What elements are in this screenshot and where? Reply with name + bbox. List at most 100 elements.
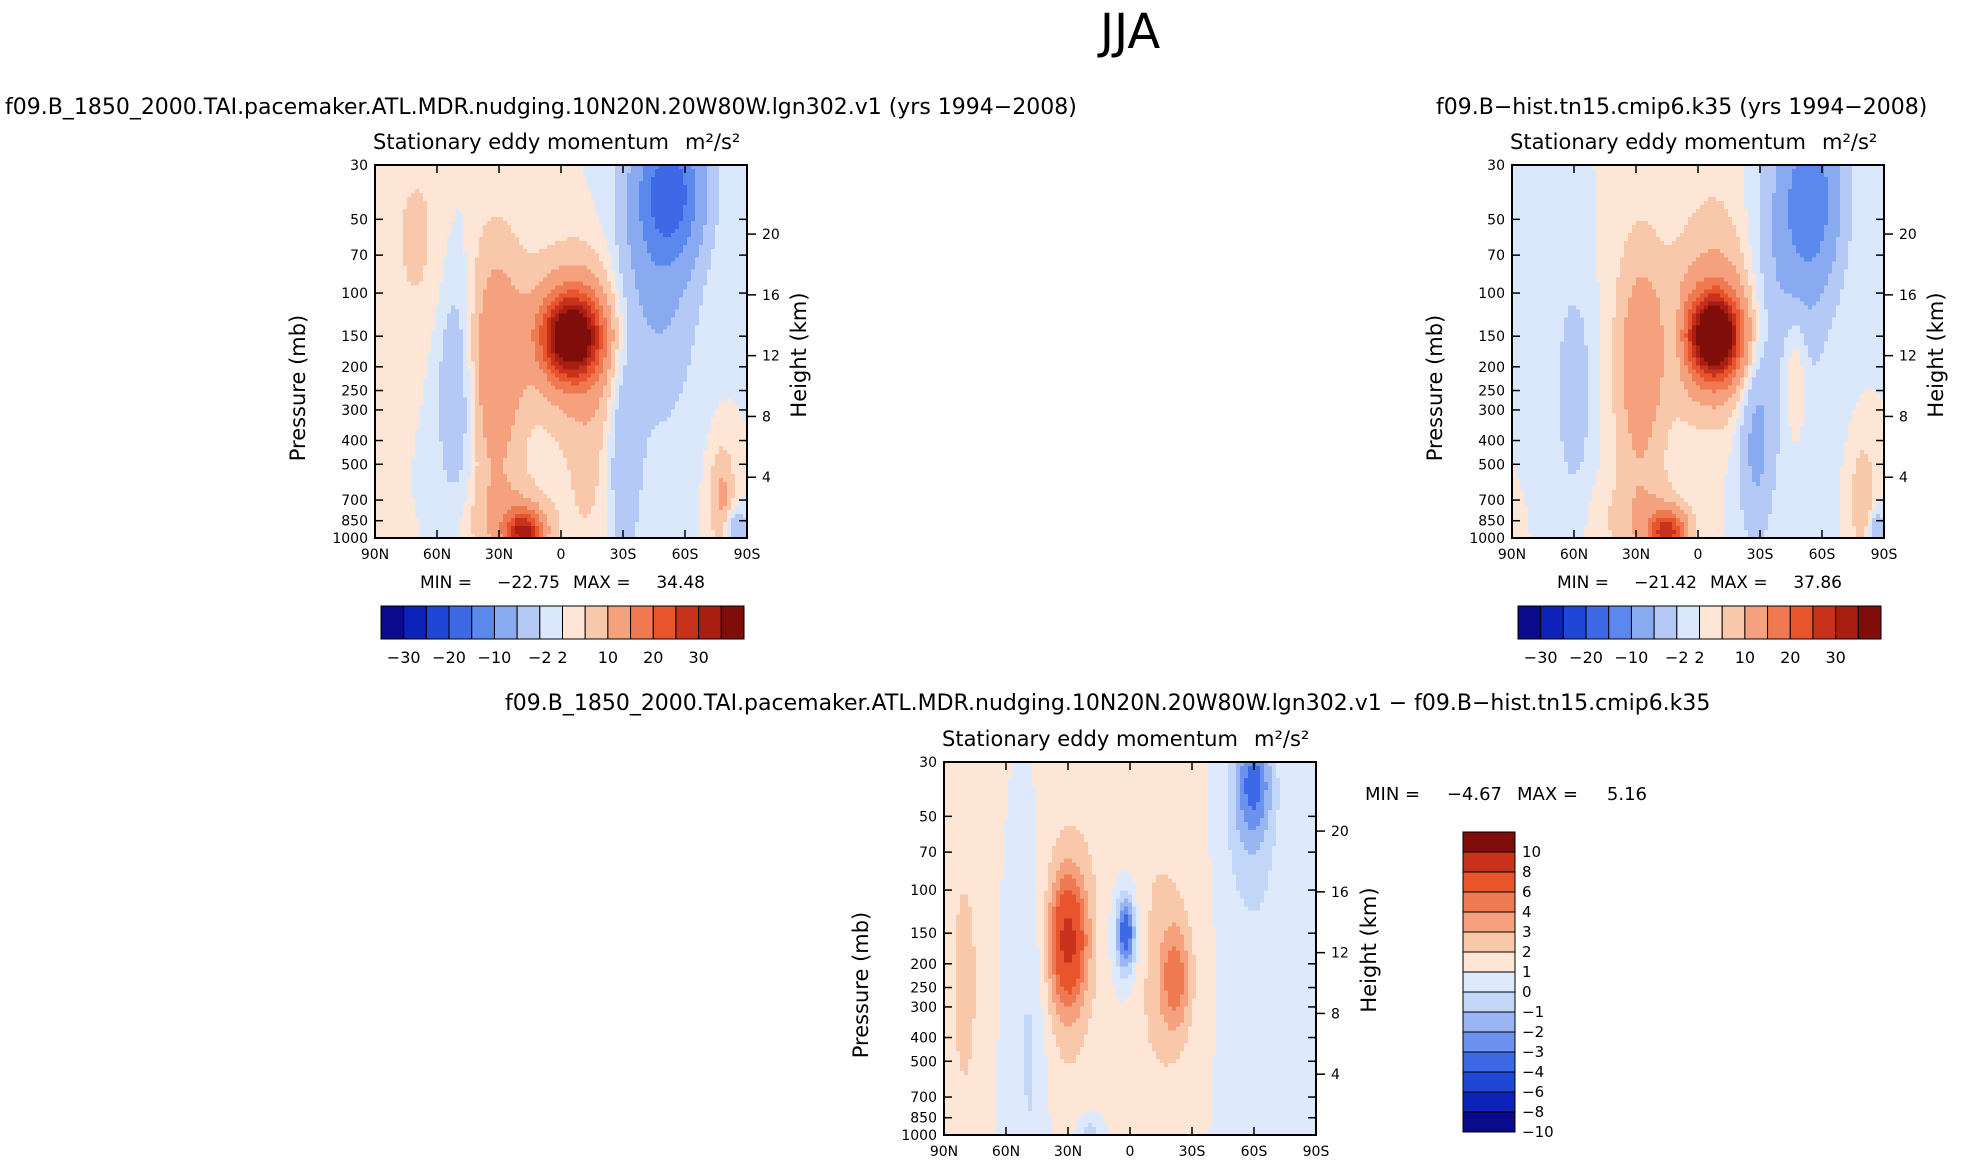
panel-diff-contour-cell bbox=[1096, 994, 1117, 1000]
panel-b-contour-cell bbox=[1836, 245, 1849, 250]
panel-b-contour-cell bbox=[1512, 193, 1597, 198]
panel-diff-contour-cell bbox=[1232, 870, 1269, 875]
panel-a-contour-cell bbox=[643, 457, 704, 463]
panel-diff-max-label: MAX = bbox=[1517, 784, 1578, 805]
panel-a-contour-cell bbox=[427, 245, 448, 250]
panel-a-contour-cell bbox=[471, 469, 476, 475]
panel-diff-contour-cell bbox=[1024, 1074, 1033, 1080]
panel-diff-contour-cell bbox=[972, 1038, 997, 1044]
panel-a-contour-cell bbox=[467, 409, 472, 415]
panel-b-contour-cell bbox=[1676, 349, 1685, 355]
panel-b-contour-cell bbox=[1620, 273, 1685, 278]
panel-b-contour-cell bbox=[1828, 201, 1841, 206]
panel-a-contour-cell bbox=[647, 445, 708, 451]
panel-b-contour-cell bbox=[1724, 517, 1745, 523]
panel-a-contour-cell bbox=[679, 301, 704, 306]
panel-b-contour-cell bbox=[1800, 437, 1849, 443]
panel-diff-contour-cell bbox=[1052, 970, 1057, 976]
panel-a-contour-cell bbox=[535, 525, 540, 531]
panel-diff-contour-cell bbox=[960, 910, 973, 916]
panel-a-contour-cell bbox=[655, 425, 712, 431]
panel-a-contour-cell bbox=[423, 273, 444, 278]
panel-diff-contour-cell bbox=[1176, 1058, 1213, 1064]
panel-a-contour-cell bbox=[715, 453, 732, 459]
panel-a-contour-cell bbox=[635, 269, 692, 274]
panel-a-contour-cell bbox=[619, 305, 628, 310]
panel-diff-contour-cell bbox=[1052, 910, 1057, 916]
panel-a-contour-cell bbox=[475, 413, 484, 419]
panel-b-contour-cell bbox=[1744, 289, 1753, 294]
panel-a-contour-cell bbox=[683, 213, 696, 218]
panel-b-contour-cell bbox=[1868, 453, 1884, 459]
panel-b-contour-cell bbox=[1740, 345, 1745, 351]
panel-a-contour-cell bbox=[463, 457, 472, 463]
panel-diff-contour-cell bbox=[1096, 902, 1113, 907]
panel-a-contour-cell bbox=[463, 233, 484, 238]
panel-a-contour-cell bbox=[519, 405, 560, 411]
panel-b-contour-cell bbox=[1696, 369, 1705, 375]
panel-diff-contour-cell bbox=[1112, 886, 1137, 891]
panel-diff-contour-cell bbox=[1136, 886, 1153, 891]
panel-b-contour-cell bbox=[1728, 373, 1737, 379]
panel-diff-contour-cell bbox=[1032, 1082, 1049, 1088]
panel-b-contour-cell bbox=[1560, 397, 1589, 403]
panel-a-contour-cell bbox=[599, 333, 604, 339]
panel-b-contour-cell bbox=[1748, 237, 1761, 242]
panel-b-contour-cell bbox=[1696, 353, 1701, 359]
panel-b-contour-cell bbox=[1624, 377, 1661, 383]
panel-b-contour-cell bbox=[1688, 525, 1697, 531]
panel-a-contour-cell bbox=[463, 217, 492, 222]
panel-a-contour-cell bbox=[699, 253, 712, 258]
panel-b-contour-cell bbox=[1632, 437, 1649, 443]
panel-diff-contour-cell bbox=[1088, 1018, 1149, 1024]
panel-diff-contour-cell bbox=[1132, 958, 1137, 964]
panel-b-contour-cell bbox=[1616, 477, 1669, 483]
panel-a-contour-cell bbox=[375, 513, 416, 519]
panel-b-contour-cell bbox=[1780, 285, 1825, 290]
panel-b-contour-cell bbox=[1708, 361, 1721, 367]
panel-diff-contour-cell bbox=[944, 962, 957, 968]
panel-a-contour-cell bbox=[643, 229, 660, 234]
panel-diff-contour-cell bbox=[972, 906, 1001, 911]
panel-b-contour-cell bbox=[1588, 417, 1601, 423]
panel-a-contour-cell bbox=[427, 253, 448, 258]
panel-diff-contour-cell bbox=[1056, 990, 1069, 996]
panel-diff-contour-cell bbox=[1056, 878, 1061, 883]
panel-diff-contour-cell bbox=[1144, 998, 1161, 1004]
panel-a-contour-cell bbox=[459, 477, 468, 483]
panel-diff-contour-cell bbox=[1032, 1014, 1045, 1020]
panel-diff-contour-cell bbox=[944, 846, 1005, 851]
panel-a-contour-cell bbox=[375, 397, 424, 403]
panel-a-contour-cell bbox=[447, 253, 468, 258]
panel-b-contour-cell bbox=[1776, 477, 1841, 483]
panel-b-contour-cell bbox=[1596, 177, 1745, 182]
panel-a-contour-cell bbox=[587, 317, 592, 323]
panel-a-contour-cell bbox=[375, 329, 432, 335]
panel-diff-contour-cell bbox=[1228, 762, 1237, 767]
panel-a-contour-cell bbox=[375, 385, 424, 391]
panel-b-contour-cell bbox=[1736, 265, 1745, 270]
panel-b-contour-cell bbox=[1512, 273, 1597, 278]
panel-diff-contour-cell bbox=[944, 1066, 961, 1072]
panel-b-contour-cell bbox=[1608, 517, 1633, 523]
panel-diff-colorbar-box bbox=[1462, 831, 1516, 853]
panel-a-contour-cell bbox=[591, 317, 596, 323]
panel-a-contour-cell bbox=[547, 361, 552, 367]
panel-a-contour-cell bbox=[375, 365, 428, 371]
panel-diff-contour-cell bbox=[1000, 950, 1041, 956]
panel-diff-contour-cell bbox=[1112, 966, 1121, 972]
panel-diff-contour-cell bbox=[1140, 954, 1149, 960]
panel-b-contour-cell bbox=[1632, 525, 1649, 531]
panel-a-contour-cell bbox=[503, 457, 528, 463]
panel-diff-contour-cell bbox=[1064, 950, 1077, 956]
panel-b-contour-cell bbox=[1744, 393, 1749, 399]
panel-diff-contour-cell bbox=[1096, 986, 1117, 992]
panel-b-contour-cell bbox=[1852, 205, 1884, 210]
panel-a-contour-cell bbox=[711, 513, 728, 519]
panel-b-contour-cell bbox=[1792, 181, 1829, 186]
panel-diff-contour-cell bbox=[1036, 786, 1209, 791]
panel-diff-contour-cell bbox=[1036, 854, 1053, 859]
panel-diff-contour-cell bbox=[1132, 962, 1137, 968]
panel-b-contour-cell bbox=[1844, 453, 1861, 459]
panel-a-contour-cell bbox=[443, 353, 464, 359]
